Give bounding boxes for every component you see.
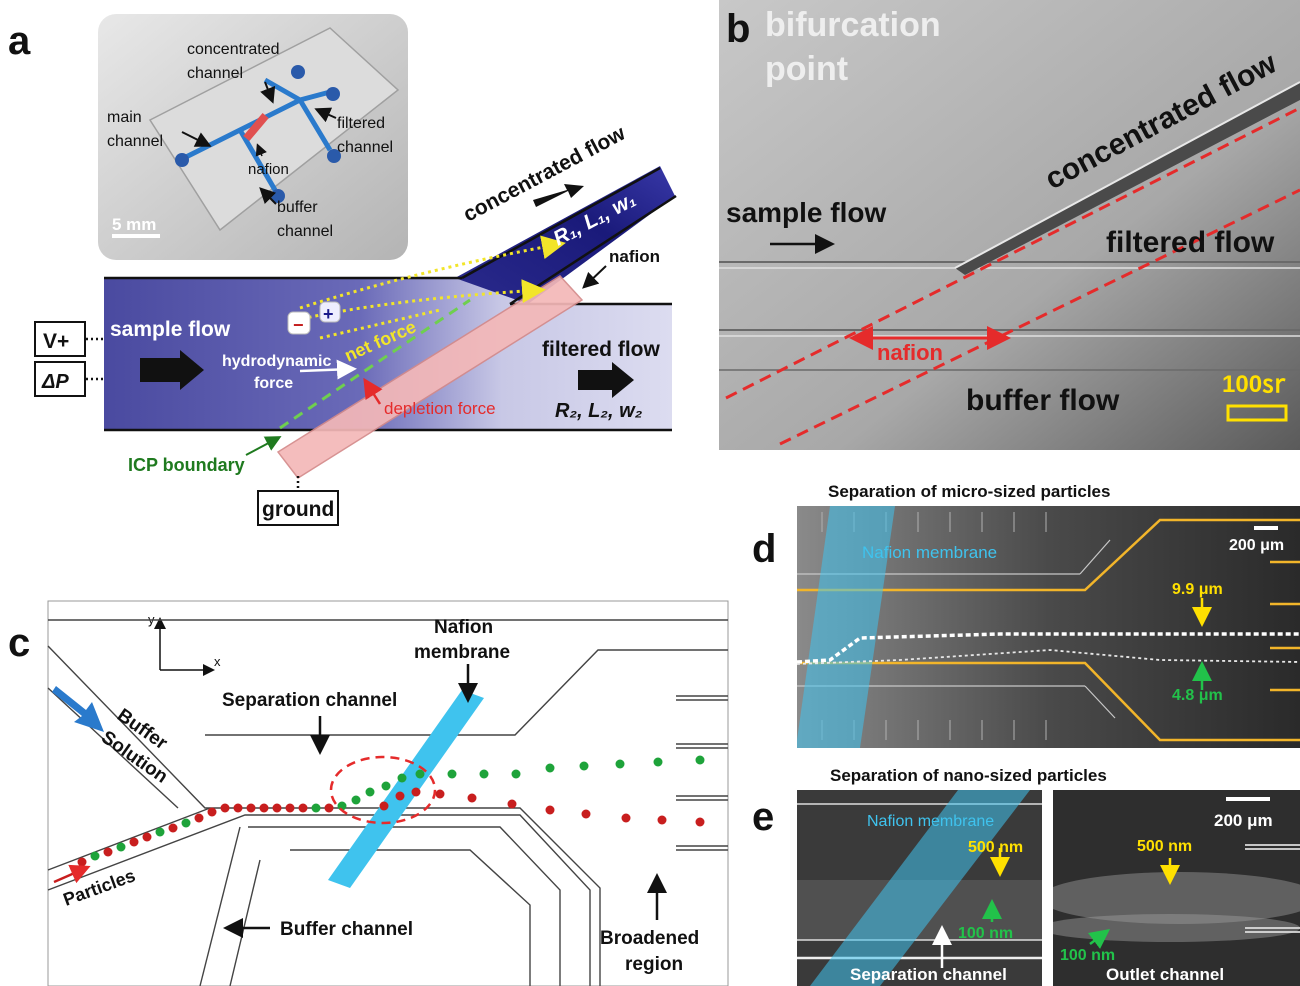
concentrated-stream (955, 82, 1300, 275)
filtered-flow-arrow (578, 362, 634, 398)
d-label-small: 4.8 μm (1172, 687, 1223, 704)
b-label-nafion: nafion (877, 340, 943, 365)
device-photo: concentrated channel main channel filter… (98, 14, 408, 260)
e-outlet-ticks (1245, 844, 1300, 933)
concentrated-channel (455, 166, 675, 304)
photo-label-nafion: nafion (248, 161, 289, 178)
e-label-500nm-right: 500 nm (1137, 838, 1192, 855)
icp-boundary-line (279, 298, 471, 430)
label-icp-boundary: ICP boundary (128, 455, 245, 475)
photo-port (175, 153, 189, 167)
d-label-nafion: Nafion membrane (862, 543, 997, 562)
e-label-separation-channel: Separation channel (850, 965, 1007, 984)
d-yellow-outline-top (797, 518, 1300, 592)
photo-label-filtered-2: channel (337, 139, 393, 156)
d-yellow-outline-bottom (797, 661, 1300, 742)
photo-scale-label: 5 mm (112, 215, 156, 234)
c-x-axis: x (214, 654, 221, 669)
d-title: Separation of micro-sized particles (828, 482, 1110, 501)
particle-neg (287, 311, 311, 335)
photo-port (327, 149, 341, 163)
plus-sign: + (323, 304, 334, 324)
sample-flow-arrow (140, 350, 204, 390)
particle-pos (319, 301, 341, 323)
c-buffer-arrow (52, 686, 104, 732)
label-r2l2w2: R₂, L₂, w₂ (555, 400, 643, 422)
c-channel-outline (47, 619, 728, 986)
c-label-separation-channel: Separation channel (222, 690, 397, 711)
c-label-broadened: Broadened (600, 928, 699, 949)
label-nafion: nafion (609, 247, 660, 266)
photo-label-buffer: buffer (277, 199, 318, 216)
label-bifurcation-2: point (765, 50, 848, 88)
panel-letter-d: d (752, 527, 776, 571)
label-sample-flow: sample flow (110, 318, 231, 341)
photo-label-main-2: channel (107, 133, 163, 150)
c-nafion-membrane (328, 690, 484, 888)
photo-label-concentrated: concentrated (187, 41, 280, 58)
e-label-outlet-channel: Outlet channel (1106, 965, 1224, 984)
v-plus-box: V+ (34, 321, 104, 357)
label-filtered-flow: filtered flow (542, 338, 661, 361)
d-stream-small (797, 649, 1300, 665)
panel-letter-c: c (8, 621, 30, 665)
photo-label-main: main (107, 109, 142, 126)
panel-a: a concentrated channel main channel filt… (8, 14, 677, 526)
panel-b (719, 0, 1300, 450)
panel-letter-a: a (8, 19, 31, 63)
c-separation-highlight (329, 755, 437, 825)
v-plus-label: V+ (43, 330, 69, 353)
e-label-100nm-right: 100 nm (1060, 947, 1115, 964)
panel-e-right (1053, 790, 1300, 986)
e-scale-label: 200 μm (1214, 811, 1273, 830)
nafion-edge-lower (779, 188, 1300, 446)
b-scale-bar (1226, 404, 1288, 422)
e-title: Separation of nano-sized particles (830, 766, 1107, 785)
photo-label-filtered: filtered (337, 115, 385, 132)
c-label-membrane: membrane (414, 642, 510, 663)
e-label-100nm-left: 100 nm (958, 925, 1013, 942)
panel-c: c y x (8, 600, 729, 986)
photo-channels (178, 77, 333, 192)
b-label-buffer-flow: buffer flow (966, 384, 1120, 417)
label-depletion-force: depletion force (384, 399, 496, 418)
c-outlet-slots (676, 695, 728, 851)
delta-p-box: ΔP (34, 361, 104, 397)
nafion-strip (276, 275, 584, 479)
panel-letter-b: b (726, 7, 750, 51)
concentrated-arrow (533, 184, 584, 207)
label-hydrodynamic-2: force (254, 375, 293, 392)
micrograph-b (719, 0, 1300, 450)
photo-nafion (243, 112, 269, 142)
c-label-nafion: Nafion (434, 617, 493, 638)
d-scale-label: 200 μm (1229, 537, 1284, 554)
panel-letter-e: e (752, 795, 774, 839)
c-particle-chain (77, 755, 705, 867)
c-label-buffer-channel: Buffer channel (280, 919, 413, 940)
photo-port (326, 87, 340, 101)
panel-d (797, 506, 1300, 748)
photo-label-concentrated-2: channel (187, 65, 243, 82)
d-outlet-ticks (1270, 560, 1300, 692)
b-label-sample-flow: sample flow (726, 197, 886, 228)
photo-port (291, 65, 305, 79)
panel-e-left (797, 790, 1042, 986)
delta-p-label: ΔP (41, 371, 69, 393)
b-label-filtered-flow: filtered flow (1106, 226, 1275, 259)
photo-label-buffer-2: channel (277, 223, 333, 240)
ground-box: ground (257, 490, 339, 526)
d-label-large: 9.9 μm (1172, 581, 1223, 598)
ground-label: ground (262, 498, 334, 521)
e-label-500nm-left: 500 nm (968, 839, 1023, 856)
e-label-nafion: Nafion membrane (867, 813, 994, 830)
minus-sign: − (293, 315, 304, 335)
d-nafion-membrane (797, 506, 895, 748)
label-hydrodynamic: hydrodynamic (222, 353, 331, 370)
c-label-region: region (625, 954, 683, 975)
b-scale-label: 100㏛ (1222, 371, 1286, 398)
nafion-edge-upper (725, 106, 1300, 400)
e-nafion-membrane (810, 790, 1030, 986)
label-bifurcation: bifurcation (765, 6, 941, 44)
